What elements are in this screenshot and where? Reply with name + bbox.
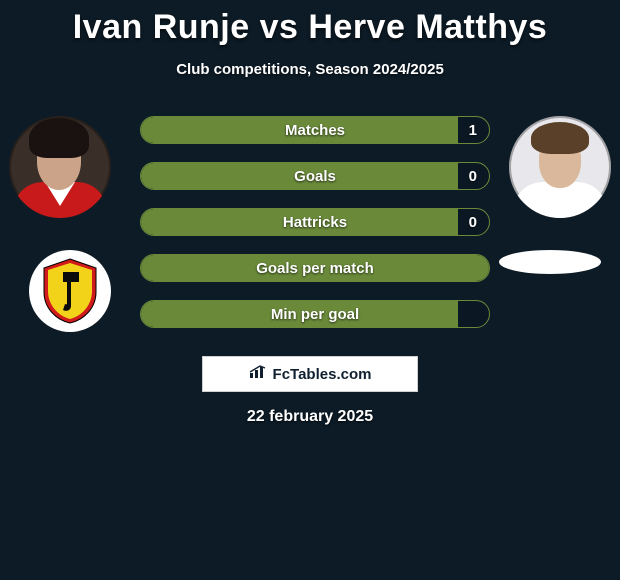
club-right-placeholder xyxy=(499,250,601,274)
stat-row-label: Matches xyxy=(141,117,489,143)
club-left-crest xyxy=(29,250,111,332)
page-title: Ivan Runje vs Herve Matthys xyxy=(0,0,620,47)
subtitle: Club competitions, Season 2024/2025 xyxy=(0,61,620,78)
stat-row: Goals0 xyxy=(140,162,490,190)
stat-row: Matches1 xyxy=(140,116,490,144)
stat-row-label: Goals per match xyxy=(141,255,489,281)
player-right-avatar xyxy=(509,116,611,218)
stat-row-label: Goals xyxy=(141,163,489,189)
stat-row: Hattricks0 xyxy=(140,208,490,236)
stat-row-value: 1 xyxy=(469,117,477,143)
stat-rows: Matches1Goals0Hattricks0Goals per matchM… xyxy=(140,116,490,346)
brand-badge: FcTables.com xyxy=(202,356,418,392)
stat-row-value: 0 xyxy=(469,163,477,189)
player-left-avatar xyxy=(9,116,111,218)
date-text: 22 february 2025 xyxy=(0,408,620,426)
stat-row: Goals per match xyxy=(140,254,490,282)
stat-row: Min per goal xyxy=(140,300,490,328)
bar-chart-icon xyxy=(249,365,267,383)
stat-row-label: Hattricks xyxy=(141,209,489,235)
stat-row-value: 0 xyxy=(469,209,477,235)
brand-text: FcTables.com xyxy=(273,366,372,383)
stat-row-label: Min per goal xyxy=(141,301,489,327)
